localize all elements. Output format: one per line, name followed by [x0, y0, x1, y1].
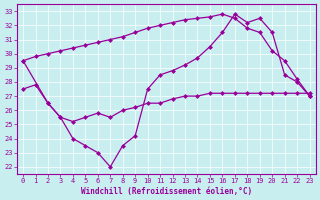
- X-axis label: Windchill (Refroidissement éolien,°C): Windchill (Refroidissement éolien,°C): [81, 187, 252, 196]
